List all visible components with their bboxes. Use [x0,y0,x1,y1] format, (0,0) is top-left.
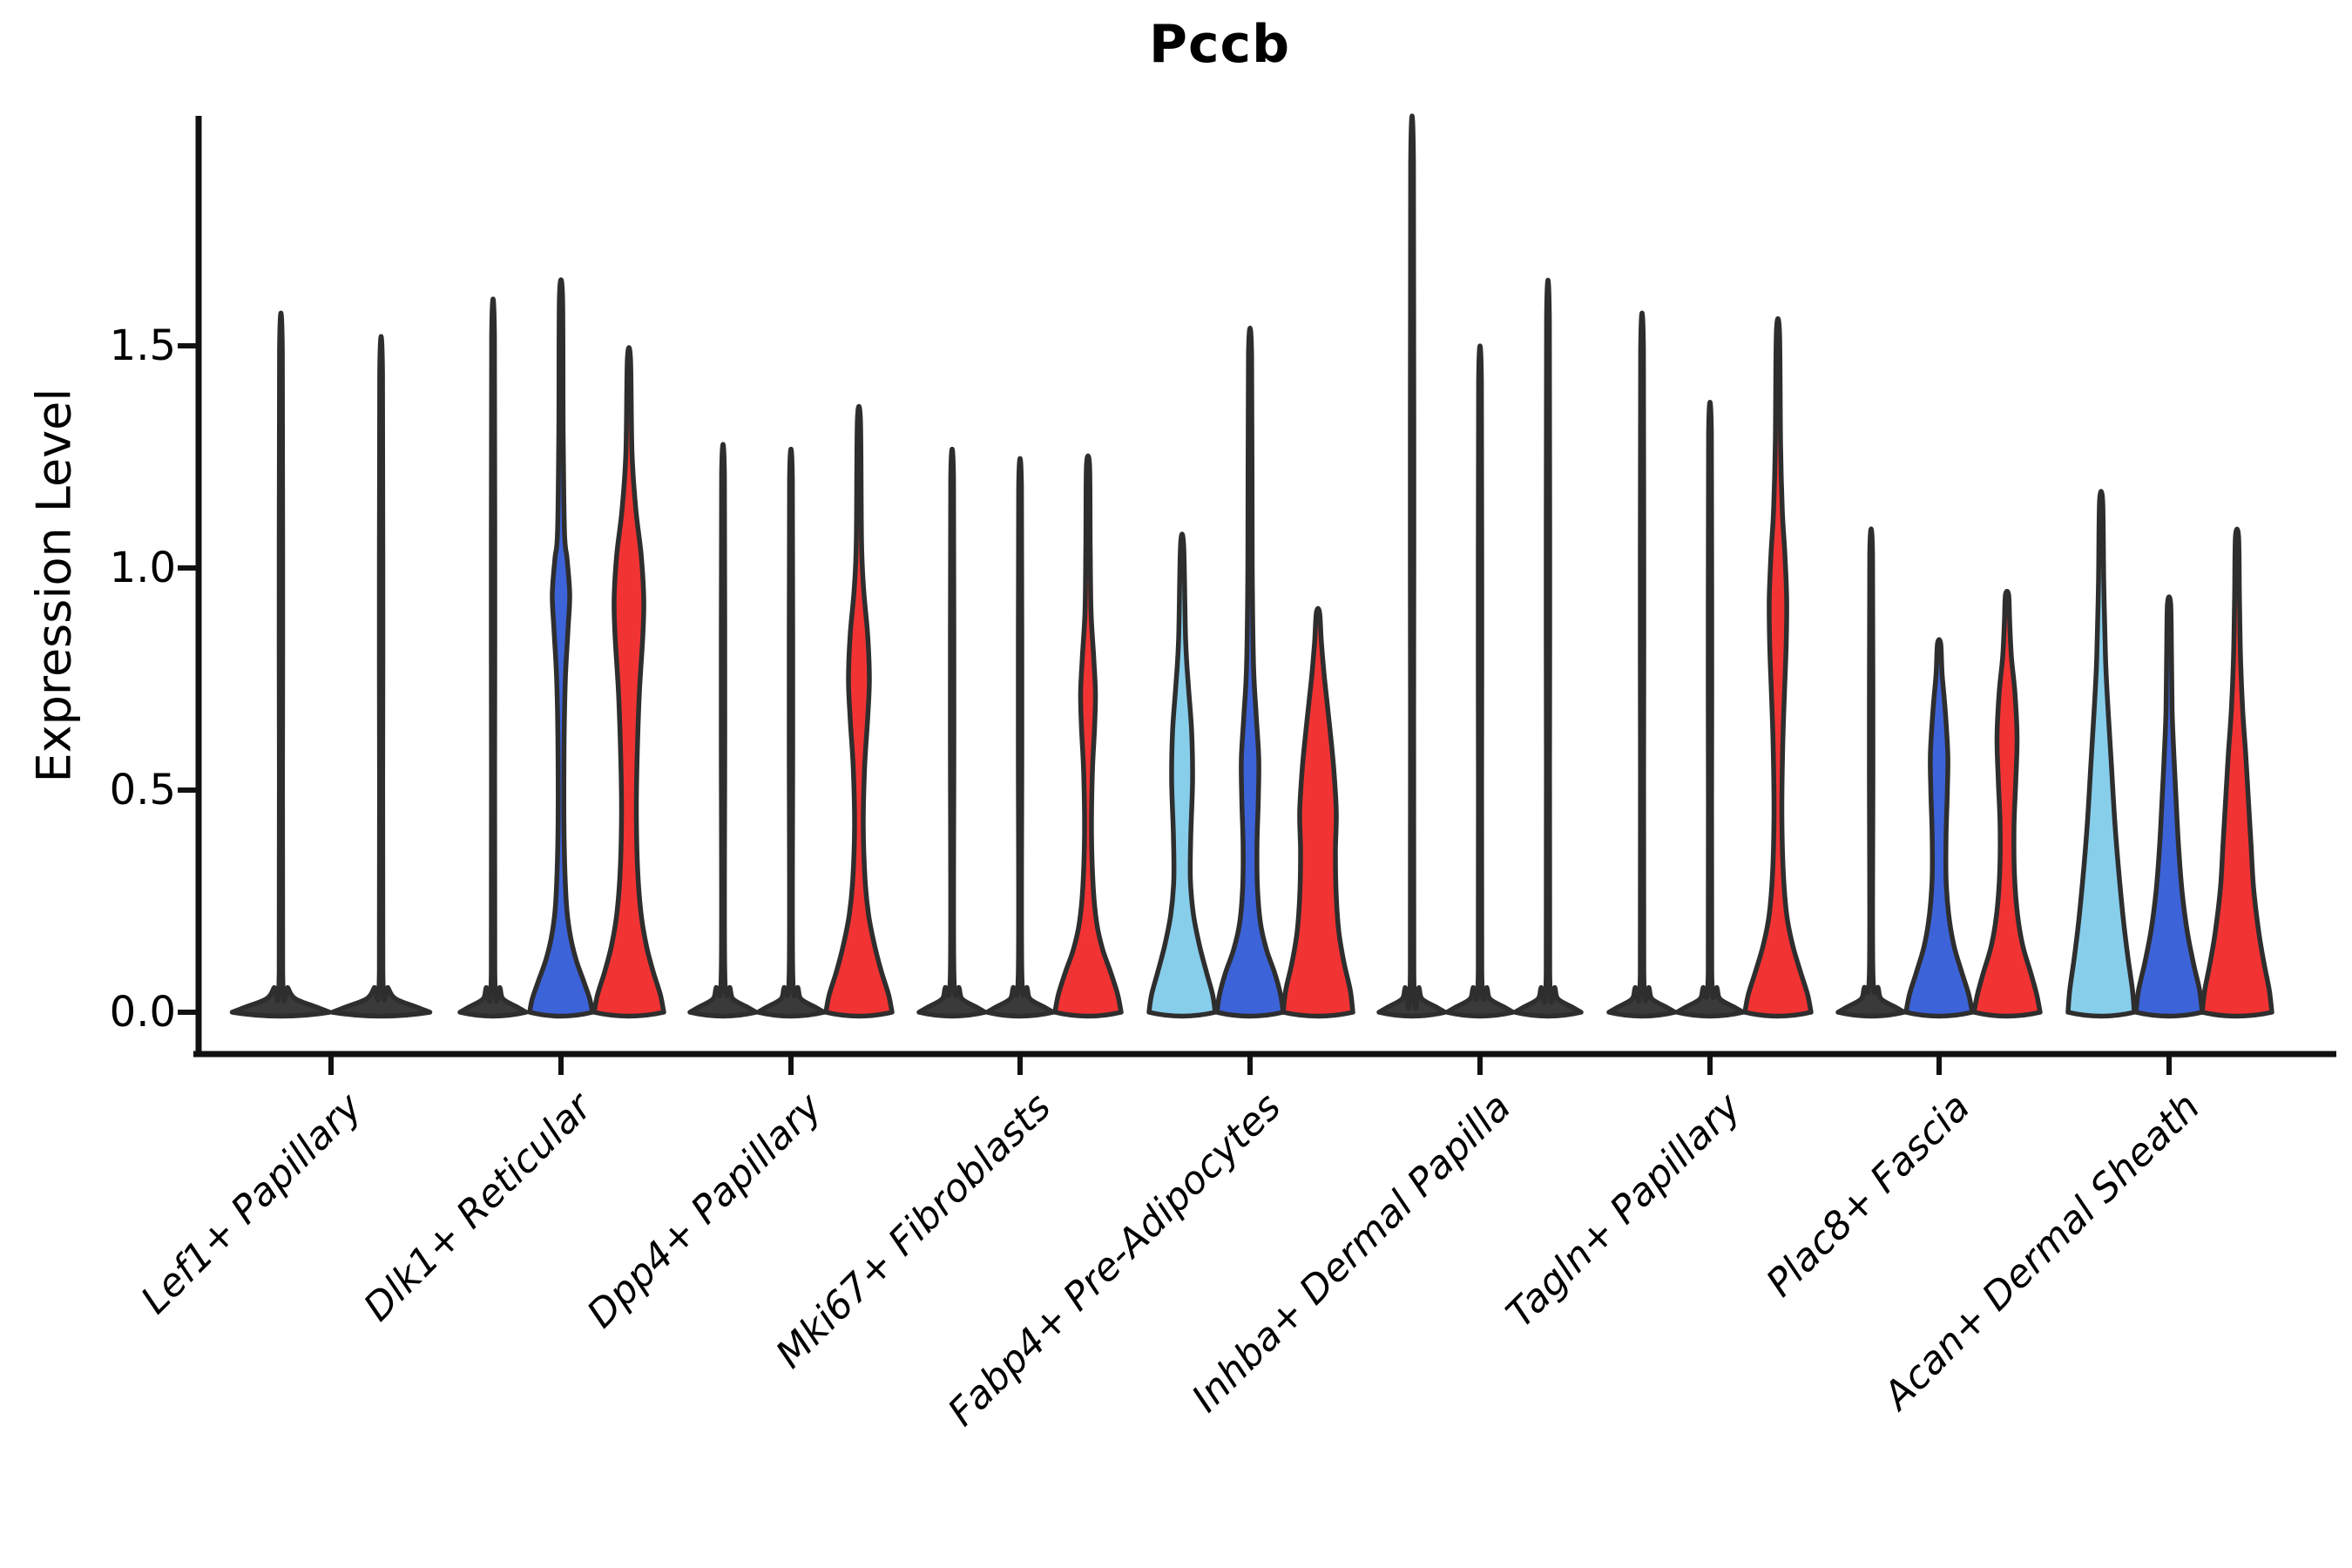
violin-collapsed [984,456,1056,1019]
violin-collapsed [1674,400,1746,1019]
violin-red [2200,526,2274,1019]
violin-collapsed [916,446,988,1019]
violin-lightblue [2065,489,2137,1019]
violin-collapsed [457,296,529,1019]
violin-lightblue [1146,531,1218,1019]
violin-blue [1214,325,1286,1019]
y-tick-label: 0.0 [109,988,176,1037]
violin-collapsed [687,442,759,1019]
violin-red [1281,605,1355,1019]
violin-red [1971,589,2043,1019]
y-tick-label: 1.5 [109,321,176,370]
violin-red [823,403,895,1019]
violin-collapsed [1606,310,1678,1019]
violin-collapsed [1376,113,1448,1019]
violin-collapsed [1512,277,1584,1019]
y-tick-label: 1.0 [109,544,176,592]
violin-red [591,345,666,1019]
violin-collapsed [755,446,827,1019]
violin-blue [2133,594,2205,1019]
violin-blue [527,277,595,1019]
violin-red [1052,453,1124,1019]
violin-blue [1903,637,1975,1019]
violin-collapsed [1835,526,1907,1019]
y-tick-label: 0.5 [109,766,176,814]
violin-collapsed [329,334,433,1019]
violin-collapsed [229,310,333,1019]
violin-collapsed [1444,343,1516,1019]
violin-red [1742,315,1814,1019]
chart-title: Pccb [1148,14,1291,75]
